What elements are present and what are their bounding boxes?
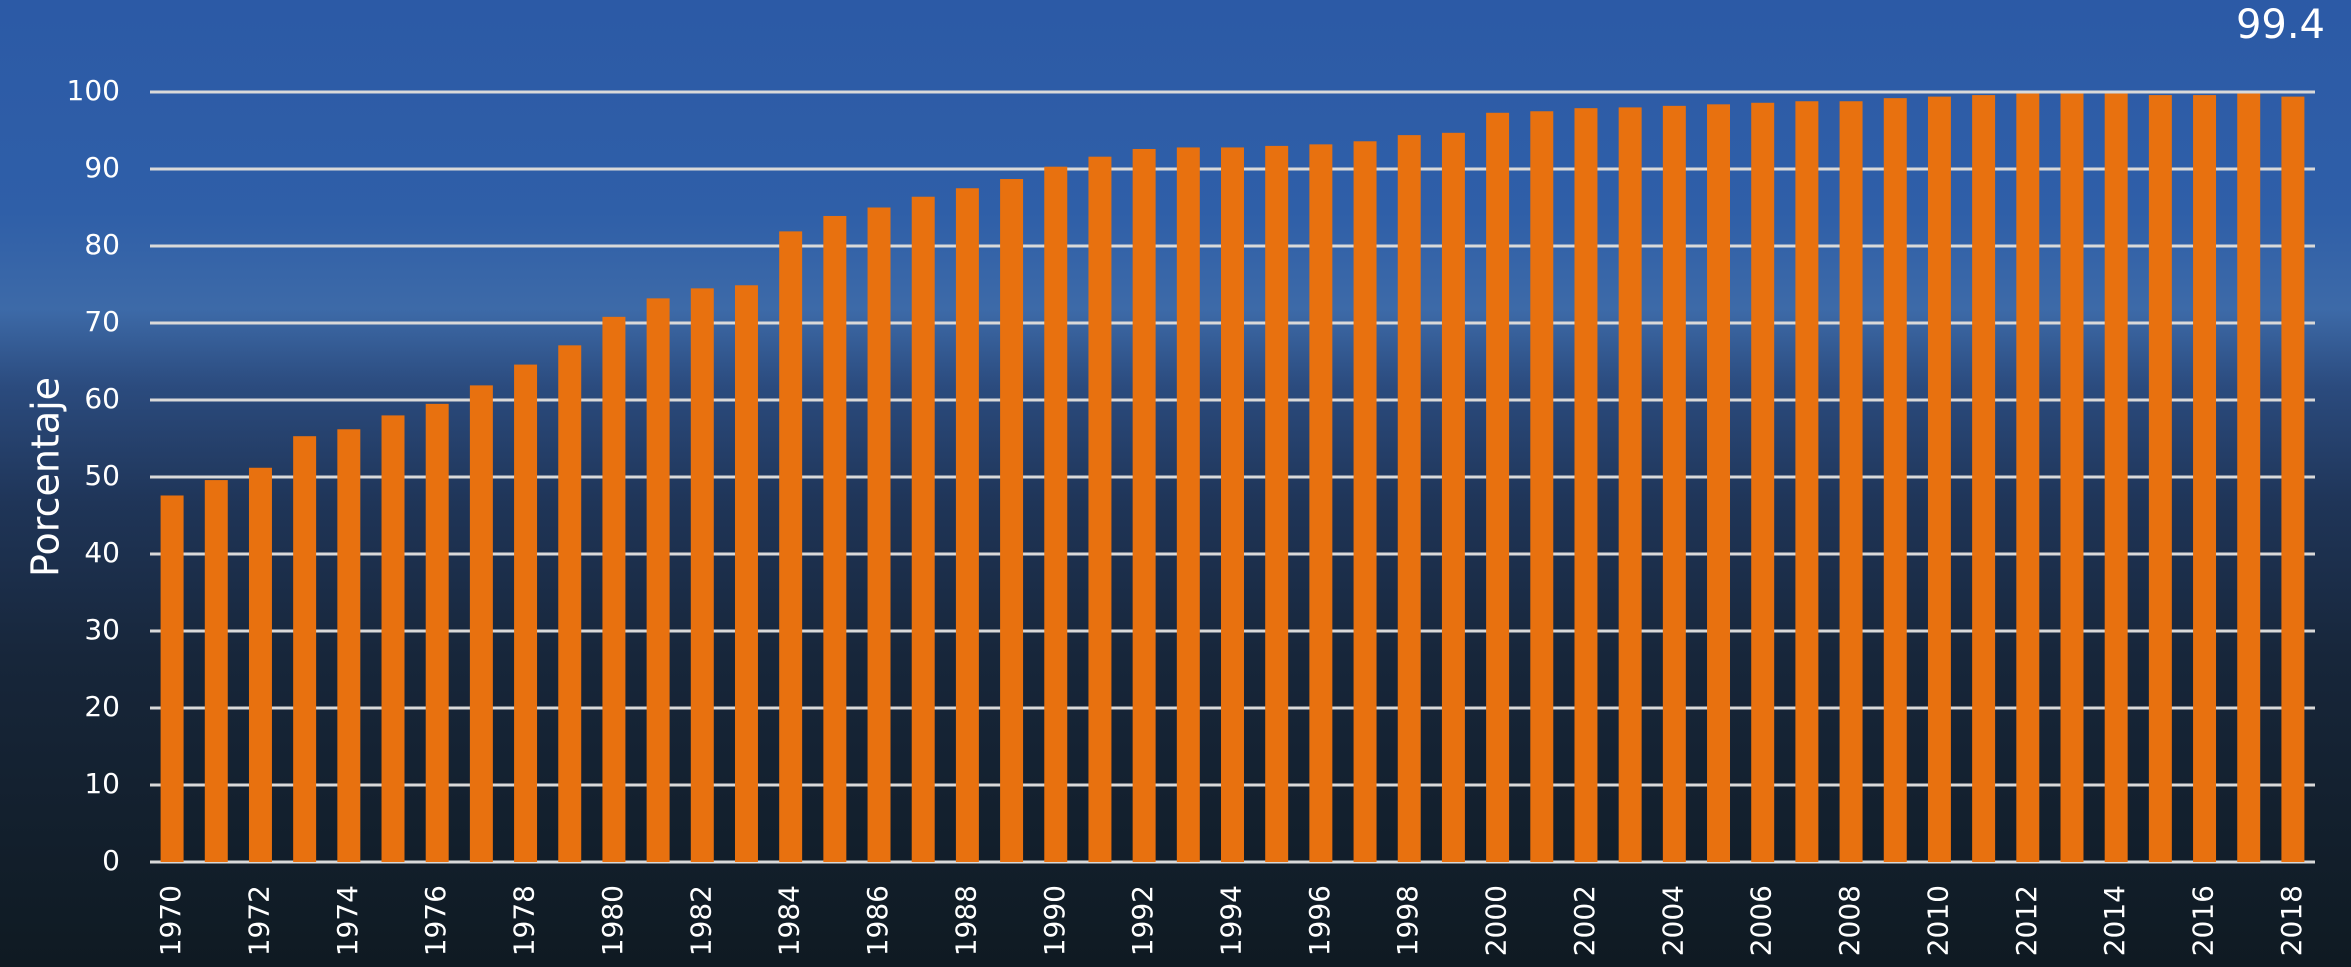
bar [2061, 94, 2084, 862]
bar [1795, 101, 1818, 862]
bar [337, 429, 360, 862]
bar [161, 495, 184, 862]
y-tick-label: 50 [84, 459, 120, 492]
x-tick-label: 2002 [1568, 885, 1601, 956]
y-tick-label: 10 [84, 767, 120, 800]
y-axis-label: Porcentaje [24, 377, 68, 577]
x-tick-label: 1990 [1038, 885, 1071, 956]
bar [1884, 98, 1907, 862]
bar [470, 385, 493, 862]
y-tick-label: 80 [84, 228, 120, 261]
bar [1398, 135, 1421, 862]
bar [1530, 111, 1553, 862]
x-tick-label: 2004 [1656, 885, 1689, 956]
x-tick-label: 2016 [2187, 885, 2220, 956]
bar [293, 436, 316, 862]
bar [912, 197, 935, 862]
bar [1663, 106, 1686, 862]
bar [735, 285, 758, 862]
bar [1265, 146, 1288, 862]
y-tick-label: 70 [84, 305, 120, 338]
x-tick-label: 1972 [242, 885, 275, 956]
bar [2281, 97, 2304, 862]
bar [1486, 113, 1509, 862]
bar [1574, 108, 1597, 862]
bar [2193, 95, 2216, 862]
x-tick-label: 2006 [1745, 885, 1778, 956]
x-tick-label: 1992 [1126, 885, 1159, 956]
x-tick-label: 2008 [1833, 885, 1866, 956]
bar [1442, 133, 1465, 862]
bar [249, 468, 272, 862]
bar [691, 288, 714, 862]
x-tick-label: 1984 [773, 885, 806, 956]
bar [382, 415, 405, 862]
bar [2105, 94, 2128, 862]
bar [779, 231, 802, 862]
data-label: 99.4 [2236, 2, 2325, 48]
bar [1000, 179, 1023, 862]
x-tick-label: 1978 [508, 885, 541, 956]
chart: Porcentaje 0 10 20 30 40 50 60 70 80 90 100 1970 197… [0, 0, 2351, 967]
x-tick-label: 1982 [684, 885, 717, 956]
bar [1133, 149, 1156, 862]
x-tick-label: 1970 [154, 885, 187, 956]
bar [1221, 147, 1244, 862]
bar [2016, 94, 2039, 862]
y-tick-label: 90 [84, 151, 120, 184]
x-tick-label: 2012 [2010, 885, 2043, 956]
x-tick-label: 2010 [1921, 885, 1954, 956]
bar [2149, 95, 2172, 862]
bar [1177, 147, 1200, 862]
y-tick-label: 0 [102, 844, 120, 877]
x-tick-label: 1998 [1391, 885, 1424, 956]
x-tick-label: 1988 [949, 885, 982, 956]
x-tick-label: 1980 [596, 885, 629, 956]
bar [1928, 97, 1951, 862]
y-tick-label: 40 [84, 536, 120, 569]
x-tick-label: 2018 [2275, 885, 2308, 956]
y-tick-label: 20 [84, 690, 120, 723]
bar [1088, 157, 1111, 862]
bar [1619, 107, 1642, 862]
y-tick-label: 100 [67, 74, 120, 107]
x-tick-label: 1986 [861, 885, 894, 956]
bar [602, 317, 625, 862]
x-tick-label: 2000 [1480, 885, 1513, 956]
bar [558, 345, 581, 862]
y-tick-label: 60 [84, 382, 120, 415]
y-tick-label: 30 [84, 613, 120, 646]
x-tick-label: 2014 [2098, 885, 2131, 956]
x-tick-label: 1996 [1303, 885, 1336, 956]
bar [2237, 94, 2260, 862]
bar [956, 188, 979, 862]
bar [1354, 141, 1377, 862]
bar [514, 365, 537, 862]
bar [1707, 104, 1730, 862]
bar [1840, 101, 1863, 862]
bar [426, 404, 449, 862]
bar [647, 298, 670, 862]
bar [1044, 167, 1067, 862]
bar [823, 216, 846, 862]
x-tick-label: 1974 [331, 885, 364, 956]
bar [1972, 95, 1995, 862]
bar [205, 480, 228, 862]
x-tick-label: 1976 [419, 885, 452, 956]
x-tick-label: 1994 [1215, 885, 1248, 956]
bar [1309, 144, 1332, 862]
bar [868, 208, 891, 863]
bar [1751, 103, 1774, 862]
